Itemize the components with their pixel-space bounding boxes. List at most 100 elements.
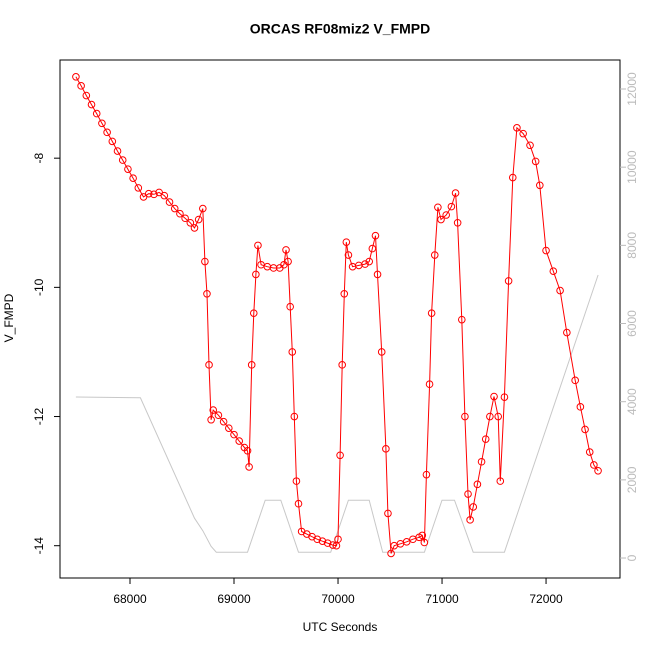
data-point (473, 480, 482, 489)
data-point (585, 448, 594, 456)
data-point (490, 392, 498, 401)
x-tick-label: 72000 (529, 592, 563, 606)
data-point (451, 189, 460, 197)
data-point (170, 204, 179, 213)
data-point (160, 191, 169, 200)
y-tick-label: -14 (32, 537, 46, 555)
y2-tick-label: 10000 (625, 150, 639, 184)
data-point (103, 128, 111, 137)
data-point (384, 509, 392, 518)
data-point (186, 218, 195, 227)
data-point (563, 328, 571, 337)
data-point (377, 348, 386, 356)
data-point (466, 516, 474, 524)
data-point (486, 412, 494, 421)
data-point (453, 218, 462, 227)
data-point (252, 270, 260, 279)
y-axis-label: V_FMPD (2, 293, 16, 342)
data-point (129, 174, 137, 182)
data-point (294, 499, 303, 508)
data-point (338, 361, 346, 369)
data-point (284, 257, 292, 266)
data-point (205, 361, 213, 369)
data-point (536, 181, 544, 190)
data-point (313, 535, 322, 544)
y2-tick-label: 4000 (625, 388, 639, 415)
x-axis-label: UTC Seconds (303, 620, 378, 634)
data-point (72, 72, 80, 81)
data-point (290, 412, 299, 421)
data-point (494, 412, 503, 421)
data-point (98, 119, 106, 128)
data-point (334, 535, 342, 544)
data-point (165, 198, 174, 206)
data-point (203, 290, 211, 298)
data-point (108, 137, 117, 146)
data-point (447, 202, 456, 211)
data-point (336, 451, 344, 460)
data-point (254, 241, 262, 250)
data-point (181, 214, 189, 223)
data-line (75, 76, 599, 554)
data-point (481, 435, 490, 443)
data-point (243, 446, 252, 455)
data-point (513, 124, 521, 132)
data-point (245, 463, 253, 471)
altitude-line (75, 274, 599, 553)
data-point (247, 361, 256, 369)
data-point (420, 538, 429, 547)
data-point (542, 246, 550, 255)
x-tick-label: 70000 (321, 592, 355, 606)
data-point (361, 260, 369, 268)
data-point (457, 315, 466, 324)
data-point (469, 503, 478, 511)
data-point (425, 380, 434, 389)
data-point (292, 477, 301, 485)
data-point (526, 141, 534, 150)
data-point (249, 309, 258, 317)
data-point (124, 165, 132, 173)
y-tick-label: -12 (32, 408, 46, 426)
data-point (219, 417, 228, 426)
data-point (373, 270, 382, 279)
y2-tick-label: 6000 (625, 310, 639, 337)
data-point (134, 184, 143, 192)
data-point (207, 415, 215, 424)
data-point (594, 466, 602, 475)
data-point (214, 411, 223, 420)
data-point (176, 209, 184, 218)
data-point (340, 290, 349, 298)
data-point (144, 189, 153, 198)
y-tick-label: -10 (32, 278, 46, 296)
data-point (282, 246, 290, 254)
data-point (496, 477, 505, 485)
data-point (581, 425, 589, 434)
data-point (590, 461, 598, 469)
data-point (365, 257, 374, 266)
data-point (508, 173, 517, 182)
data-point (209, 406, 218, 414)
data-point (288, 348, 297, 356)
data-point (329, 541, 337, 549)
data-point (402, 538, 411, 546)
data-point (92, 109, 101, 118)
data-point (576, 403, 585, 411)
y2-tick-label: 8000 (625, 232, 639, 259)
data-point (77, 82, 85, 90)
data-point (150, 190, 158, 199)
data-point (201, 257, 209, 266)
x-tick-label: 69000 (217, 592, 251, 606)
data-point (549, 267, 558, 276)
data-point (477, 457, 486, 466)
data-point (230, 430, 238, 439)
data-point (342, 238, 351, 246)
data-point (318, 537, 327, 545)
y2-tick-label: 0 (625, 554, 639, 561)
y-tick-label: -8 (32, 153, 46, 164)
data-point (225, 424, 233, 432)
data-point (371, 231, 380, 240)
data-point (190, 224, 199, 232)
data-point (556, 286, 564, 295)
